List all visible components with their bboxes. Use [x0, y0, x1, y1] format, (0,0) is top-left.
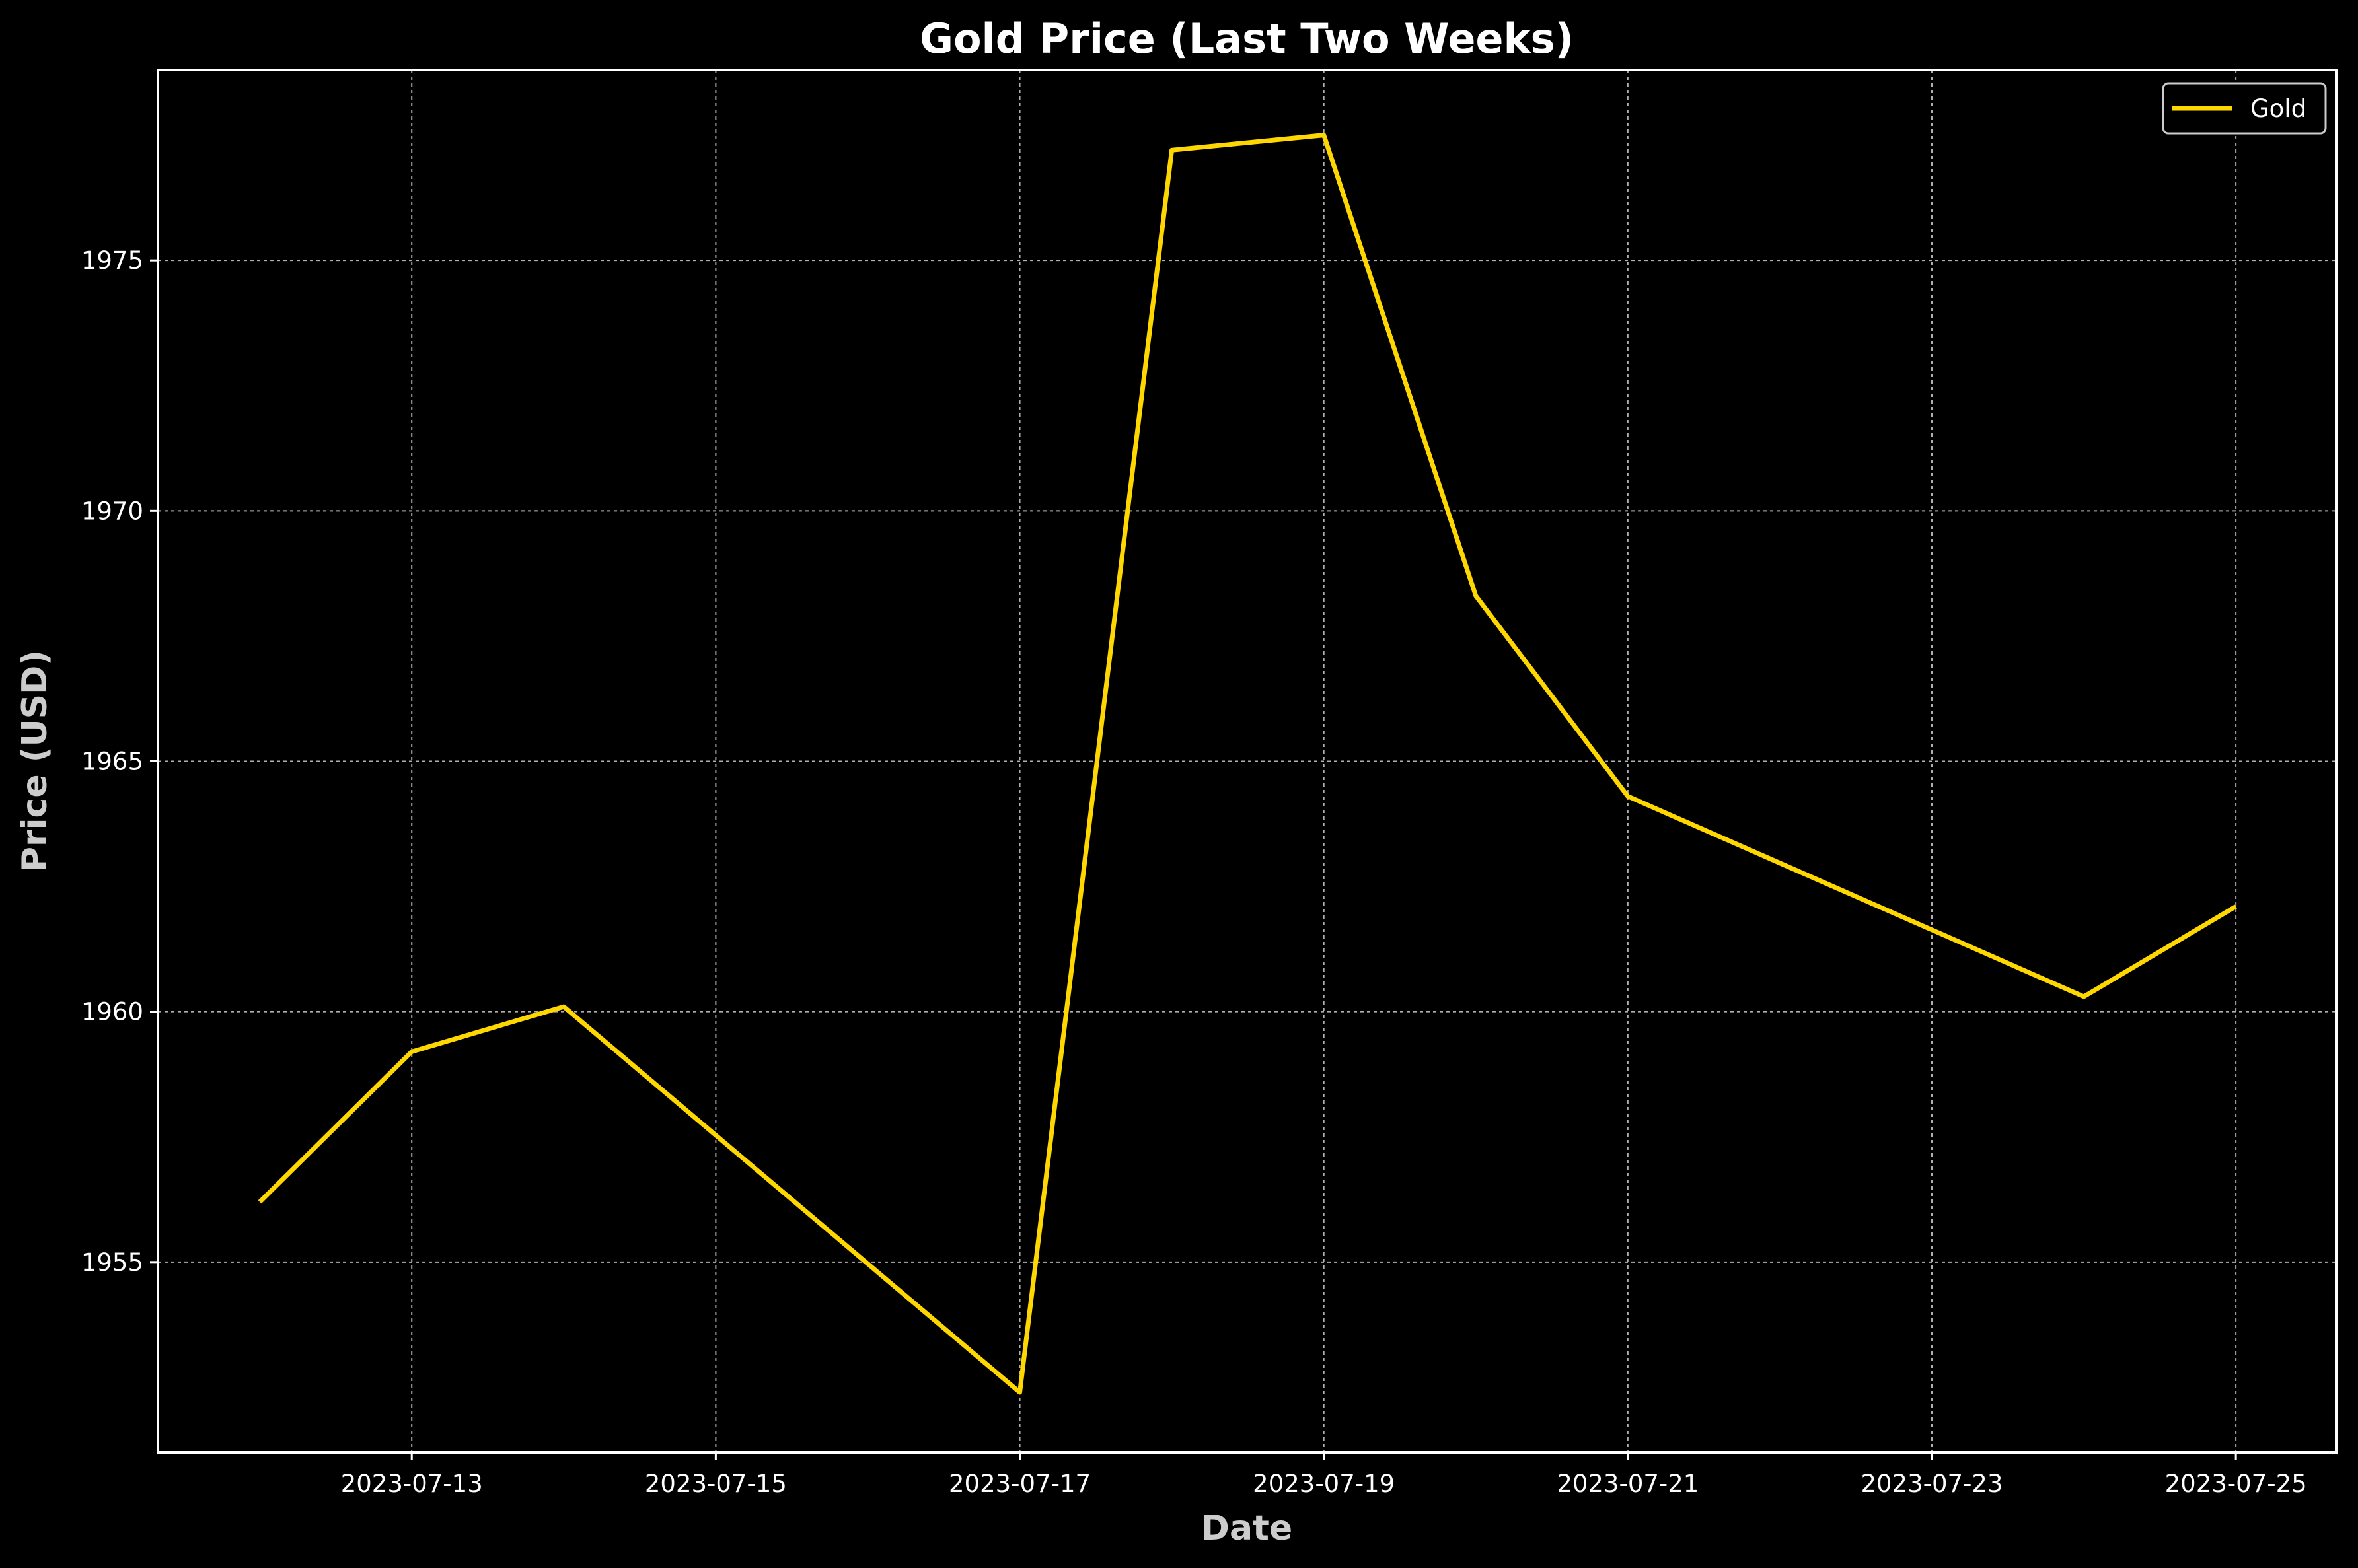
ticks: 1955 1960 1965 1970 1975 2023-07-13 2023-07-15…: [81, 246, 2307, 1498]
y-tick-label: 1975: [81, 246, 143, 275]
y-axis-label: Price (USD): [15, 650, 55, 872]
series-line-gold: [258, 133, 2237, 1395]
y-tick-label: 1955: [81, 1248, 143, 1277]
x-tick-label: 2023-07-23: [1861, 1470, 2003, 1498]
legend-box: [2162, 82, 2327, 135]
x-tick-label: 2023-07-21: [1557, 1470, 1699, 1498]
x-axis-label: Date: [1201, 1509, 1292, 1548]
x-tick-label: 2023-07-17: [949, 1470, 1091, 1498]
y-tick-label: 1960: [81, 998, 143, 1026]
chart-title: Gold Price (Last Two Weeks): [920, 15, 1574, 63]
x-tick-label: 2023-07-25: [2165, 1470, 2307, 1498]
grid: [158, 70, 2336, 1452]
x-tick-label: 2023-07-15: [645, 1470, 787, 1498]
legend: Gold: [2162, 82, 2327, 135]
x-tick-label: 2023-07-19: [1253, 1470, 1395, 1498]
legend-entry-gold: Gold: [2250, 94, 2306, 123]
y-tick-label: 1965: [81, 748, 143, 776]
x-tick-label: 2023-07-13: [341, 1470, 483, 1498]
y-tick-label: 1970: [81, 497, 143, 525]
